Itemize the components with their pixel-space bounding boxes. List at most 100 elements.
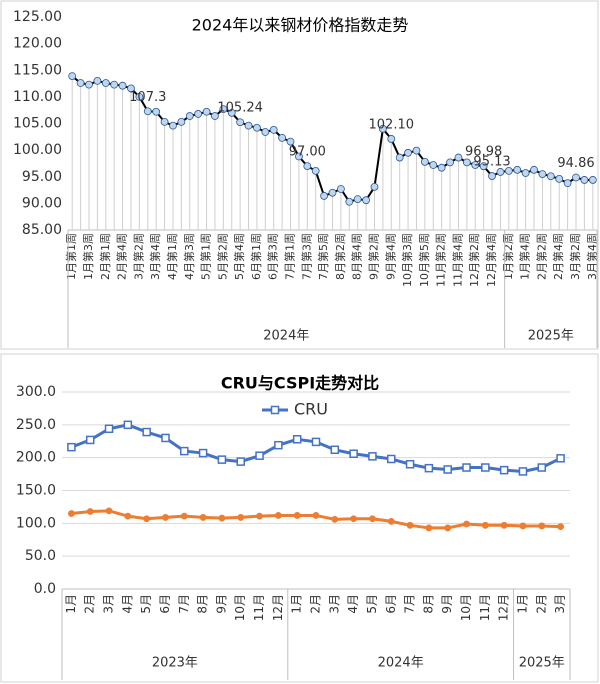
data-label: 95.13 (473, 155, 510, 170)
marker (330, 445, 340, 455)
x-tick-label: 1月第2周 (501, 233, 515, 280)
x-tick-label: 2月 (534, 594, 548, 614)
y-tick-label: 100.0 (16, 515, 56, 531)
marker (311, 166, 320, 175)
x-tick-label: 12月第2周 (467, 233, 481, 287)
marker (429, 161, 438, 169)
marker (336, 185, 345, 193)
x-tick-label: 7月第3周 (299, 233, 313, 280)
panel (0, 353, 599, 683)
x-tick-label: 7月 (403, 594, 417, 614)
x-tick-label: 8月 (196, 594, 210, 614)
marker (538, 170, 547, 178)
marker (463, 520, 470, 528)
marker (563, 179, 572, 188)
x-tick-label: 6月 (384, 594, 398, 614)
marker (443, 465, 452, 474)
x-tick-label: 6月第1周 (249, 233, 263, 280)
marker (185, 112, 194, 120)
data-label: 107.3 (129, 90, 166, 105)
marker (353, 195, 362, 204)
x-tick-label: 3月 (553, 594, 567, 614)
x-tick-label: 5月 (139, 594, 153, 614)
marker (387, 135, 396, 143)
marker (481, 521, 489, 529)
marker (412, 146, 421, 155)
group-label: 2023年 (152, 656, 198, 671)
marker (303, 162, 312, 171)
marker (350, 515, 358, 523)
marker (406, 521, 414, 529)
x-tick-label: 3月 (102, 594, 116, 614)
x-tick-label: 3月第2周 (568, 233, 582, 280)
x-tick-label: 8月第2周 (333, 233, 347, 280)
marker (244, 121, 253, 130)
marker (395, 153, 404, 162)
y-tick-label: 150.0 (16, 483, 56, 499)
marker (521, 169, 530, 177)
marker (424, 463, 434, 473)
marker (572, 173, 580, 182)
marker (345, 197, 354, 206)
marker (387, 517, 395, 525)
x-tick-label: 1月 (290, 594, 304, 614)
marker (93, 77, 102, 85)
marker (446, 158, 454, 167)
marker (274, 440, 283, 450)
marker (177, 118, 186, 126)
marker (261, 128, 270, 136)
marker (142, 427, 151, 437)
x-tick-label: 9月第2周 (366, 233, 380, 280)
x-tick-label: 9月 (440, 594, 454, 614)
y-tick-label: 115.00 (13, 62, 62, 78)
x-tick-label: 10月第5周 (417, 233, 431, 287)
x-tick-label: 10月 (459, 594, 473, 621)
x-tick-label: 8月第4周 (350, 233, 364, 280)
marker (293, 512, 301, 519)
x-tick-label: 12月 (497, 594, 511, 621)
marker (454, 153, 463, 162)
data-label: 94.86 (557, 156, 594, 171)
marker (286, 137, 295, 146)
x-tick-label: 6月第3周 (266, 233, 280, 280)
y-tick-label: 200.0 (16, 450, 56, 466)
marker (236, 118, 245, 127)
marker (320, 192, 329, 200)
x-tick-label: 3月第2周 (131, 233, 145, 280)
marker (217, 455, 227, 464)
marker (479, 162, 488, 171)
y-tick-label: 300.0 (16, 384, 56, 400)
x-tick-label: 1月第1周 (64, 233, 78, 280)
marker (471, 161, 480, 169)
x-tick-label: 1月第4周 (518, 233, 532, 280)
marker (85, 80, 93, 89)
x-tick-label: 3月第4周 (148, 233, 162, 280)
marker (269, 125, 278, 134)
marker (202, 107, 211, 116)
x-tick-label: 10月第3周 (400, 233, 414, 287)
marker (331, 515, 339, 523)
marker (437, 163, 446, 172)
marker (104, 424, 114, 434)
marker (500, 521, 508, 529)
x-tick-label: 2月第1周 (98, 233, 112, 280)
marker (292, 435, 302, 444)
x-tick-label: 10月 (233, 594, 247, 621)
x-tick-label: 4月第3周 (182, 233, 196, 280)
marker (227, 108, 236, 117)
y-tick-label: 50.0 (25, 548, 56, 564)
marker (557, 523, 564, 531)
x-tick-label: 4月 (346, 594, 360, 614)
marker (274, 512, 282, 519)
x-tick-label: 7月第1周 (283, 233, 297, 280)
marker (404, 148, 412, 157)
y-tick-label: 110.00 (13, 89, 62, 105)
marker (312, 512, 320, 519)
marker (370, 182, 379, 191)
marker (253, 123, 261, 132)
marker (295, 152, 303, 161)
group-label: 2025年 (519, 656, 565, 671)
marker (143, 107, 152, 116)
x-tick-label: 3月 (327, 594, 341, 614)
marker (127, 84, 135, 93)
